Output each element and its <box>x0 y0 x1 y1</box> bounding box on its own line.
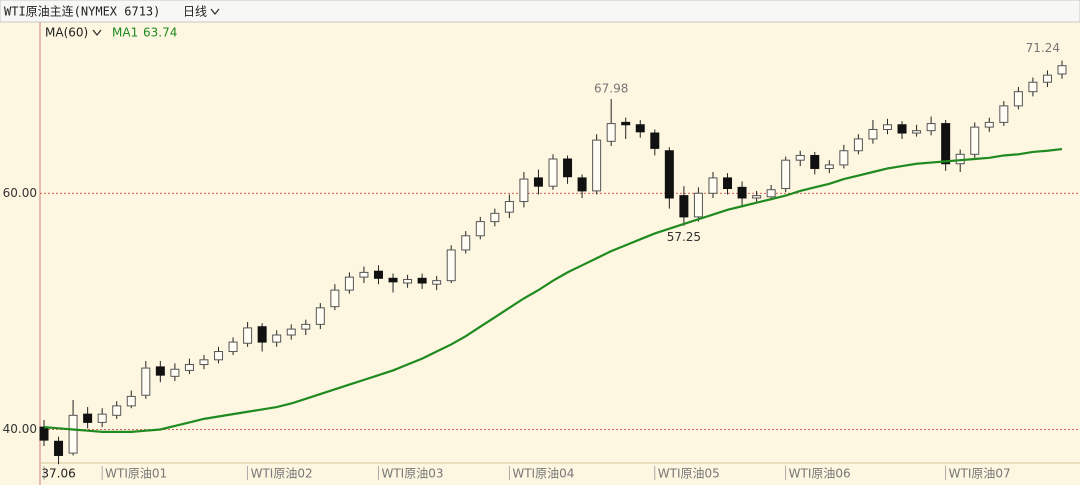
extreme-label: 67.98 <box>594 82 628 96</box>
candle-body <box>126 395 136 407</box>
extreme-label: 37.06 <box>41 467 75 481</box>
ma-selector[interactable]: MA(60) <box>45 26 88 40</box>
period-caret[interactable] <box>210 8 220 16</box>
candle-body <box>359 271 369 278</box>
candle-body <box>766 189 776 198</box>
ma-line <box>43 147 1063 433</box>
candle-body <box>897 124 907 134</box>
candle-body <box>214 351 224 361</box>
candle-body <box>272 334 282 343</box>
candle-body <box>795 154 805 161</box>
candle-body <box>1013 91 1023 107</box>
candle-body <box>170 368 180 377</box>
candle-body <box>723 177 733 190</box>
candle-body <box>54 440 64 456</box>
candle-body <box>1028 81 1038 93</box>
extreme-label: 57.25 <box>667 230 701 244</box>
candle-body <box>315 307 325 325</box>
candle-body <box>1057 65 1067 75</box>
candle-body <box>97 413 107 423</box>
candle-body <box>941 123 951 165</box>
candle-body <box>141 367 151 396</box>
candle-body <box>664 150 674 199</box>
candle-body <box>184 364 194 371</box>
x-tick-label: WTI原油02 <box>251 467 313 481</box>
candle-body <box>839 150 849 166</box>
candle-body <box>926 123 936 132</box>
candle-body <box>199 359 209 366</box>
candle-body <box>999 105 1009 123</box>
candle-body <box>592 139 602 192</box>
candle-body <box>621 121 631 126</box>
x-tick-label: WTI原油06 <box>789 467 851 481</box>
candle-body <box>824 164 834 169</box>
ma-caret[interactable] <box>92 29 102 37</box>
x-tick-label: WTI原油05 <box>658 467 720 481</box>
candle-body <box>635 124 645 133</box>
candle-body <box>257 326 267 343</box>
extreme-label: 71.24 <box>1026 41 1060 55</box>
x-tick-label: WTI原油04 <box>512 467 574 481</box>
candle-body <box>563 158 573 178</box>
candle-body <box>853 138 863 152</box>
candle-body <box>388 277 398 283</box>
candle-body <box>461 235 471 251</box>
candle-body <box>39 426 49 441</box>
candle-body <box>286 328 296 336</box>
candle-body <box>155 366 165 376</box>
candle-body <box>577 177 587 192</box>
candle-body <box>243 327 253 344</box>
ma-legend-value: 63.74 <box>143 26 177 40</box>
x-tick-label: WTI原油07 <box>949 467 1011 481</box>
chart-title: WTI原油主连(NYMEX 6713) <box>4 4 160 19</box>
candle-body <box>403 278 413 284</box>
x-tick-label: WTI原油03 <box>381 467 443 481</box>
candle-body <box>301 323 311 330</box>
candle-body <box>810 154 820 169</box>
candle-body <box>912 130 922 134</box>
candle-body <box>417 277 427 284</box>
y-tick-label: 40.00 <box>3 422 37 436</box>
candle-body <box>650 132 660 149</box>
candle-body <box>112 405 122 416</box>
period-selector[interactable]: 日线 <box>183 5 207 19</box>
candle-body <box>752 195 762 199</box>
candle-body <box>708 177 718 194</box>
candle-body <box>344 276 354 291</box>
candle-body <box>490 212 500 223</box>
candle-body <box>868 128 878 140</box>
candle-body <box>882 124 892 130</box>
candle-body <box>519 178 529 203</box>
x-tick-label: WTI原油01 <box>105 467 167 481</box>
y-tick-label: 60.00 <box>3 186 37 200</box>
header-bar <box>0 0 1080 23</box>
candle-body <box>533 177 543 187</box>
candle-body <box>504 201 514 213</box>
candle-body <box>432 280 442 285</box>
candle-body <box>446 249 456 282</box>
candle-body <box>737 186 747 199</box>
candle-body <box>606 123 616 142</box>
candle-body <box>679 195 689 218</box>
candle-body <box>228 341 238 353</box>
candle-body <box>330 289 340 308</box>
candle-body <box>475 221 485 237</box>
candle-body <box>984 121 994 128</box>
candle-body <box>83 413 93 423</box>
candle-body <box>68 414 78 454</box>
candle-body <box>781 159 791 190</box>
ma-legend-name: MA1 <box>112 26 138 40</box>
candle-body <box>970 126 980 155</box>
candle-body <box>1042 74 1052 83</box>
candle-body <box>548 158 558 187</box>
candle-body <box>693 192 703 218</box>
candle-body <box>373 270 383 279</box>
